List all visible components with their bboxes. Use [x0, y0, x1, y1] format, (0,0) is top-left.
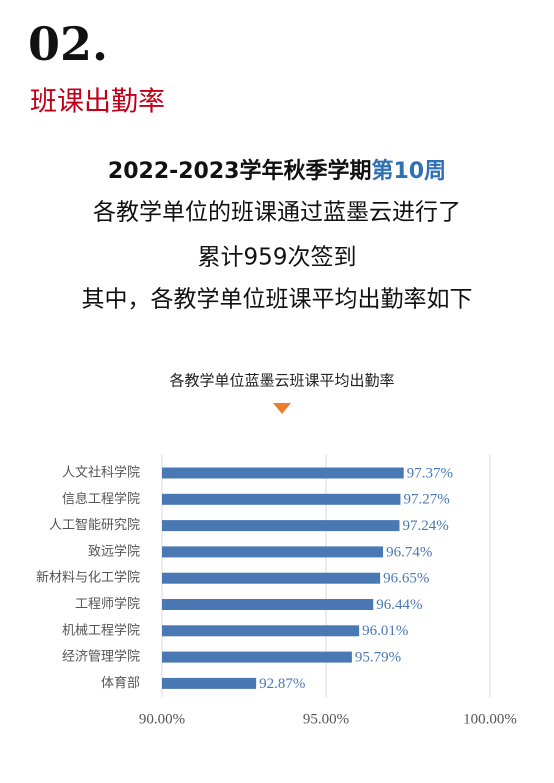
- y-tick-label: 机械工程学院: [62, 622, 140, 638]
- intro-highlight: 第10周: [371, 158, 446, 184]
- value-label: 96.01%: [362, 623, 408, 639]
- bar: [162, 677, 257, 689]
- arrow-icon: [273, 403, 291, 414]
- bar: [162, 546, 384, 558]
- value-label: 95.79%: [355, 650, 401, 666]
- y-tick-label: 信息工程学院: [62, 491, 140, 507]
- y-tick-label: 致远学院: [88, 543, 140, 559]
- bar: [162, 467, 404, 479]
- section-number: 02.: [28, 17, 108, 71]
- bar: [162, 520, 400, 532]
- y-tick-label: 体育部: [101, 675, 140, 691]
- bar: [162, 599, 374, 610]
- value-label: 92.87%: [259, 676, 305, 692]
- bar: [162, 625, 360, 637]
- intro-line: 其中，各教学单位班课平均出勤率如下: [82, 287, 473, 313]
- intro-line: 各教学单位的班课通过蓝墨云进行了: [93, 200, 461, 226]
- y-tick-label: 人工智能研究院: [49, 518, 140, 533]
- chart-title: 各教学单位蓝墨云班课平均出勤率: [169, 372, 394, 390]
- bar: [162, 651, 352, 663]
- y-tick-label: 工程师学院: [75, 596, 140, 612]
- bar: [162, 572, 381, 584]
- intro-line: 2022-2023学年秋季学期第10周: [108, 158, 446, 184]
- bar: [162, 493, 401, 505]
- value-label: 96.44%: [376, 597, 422, 613]
- section-title: 班课出勤率: [30, 87, 165, 118]
- value-label: 97.27%: [403, 492, 449, 508]
- value-label: 96.74%: [386, 544, 432, 560]
- x-tick-label: 95.00%: [303, 711, 349, 727]
- x-tick-label: 100.00%: [463, 711, 517, 727]
- y-tick-label: 经济管理学院: [62, 649, 140, 665]
- y-tick-label: 人文社科学院: [62, 465, 140, 481]
- x-tick-label: 90.00%: [139, 711, 185, 727]
- intro-line: 累计959次签到: [198, 245, 357, 271]
- y-tick-label: 新材料与化工学院: [36, 570, 140, 586]
- intro-text: 2022-2023学年秋季学期: [108, 158, 372, 184]
- value-label: 96.65%: [383, 571, 429, 587]
- value-label: 97.24%: [402, 518, 448, 534]
- value-label: 97.37%: [407, 465, 453, 481]
